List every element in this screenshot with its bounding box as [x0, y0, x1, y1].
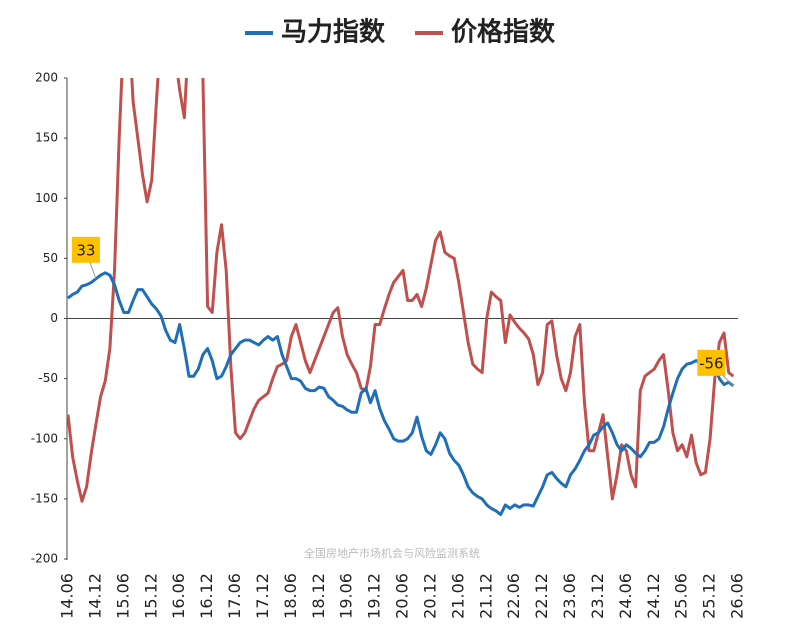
series-line [66, 78, 735, 503]
y-tick-label: -50 [38, 371, 58, 385]
label-box [697, 349, 726, 376]
x-tick-label: 22.06 [504, 573, 523, 619]
x-tick-label: 19.12 [365, 573, 384, 619]
x-tick-label: 21.12 [476, 573, 495, 619]
legend-label: 马力指数 [281, 18, 386, 48]
data-label: -56 [699, 354, 724, 372]
y-tick-label: 50 [43, 251, 58, 265]
x-tick-label: 23.12 [588, 573, 607, 619]
x-tick-label: 16.06 [169, 573, 188, 619]
x-tick-label: 26.06 [728, 573, 747, 619]
x-tick-label: 18.06 [281, 573, 300, 619]
x-tick-label: 17.06 [225, 573, 244, 619]
y-tick-label: 150 [35, 131, 58, 145]
legend-label: 价格指数 [451, 17, 556, 48]
x-tick-label: 22.12 [532, 573, 551, 619]
watermark: 全国房地产市场机会与风险监测系统 [304, 546, 480, 560]
x-tick-label: 15.12 [141, 573, 160, 619]
label-box [71, 236, 100, 263]
x-tick-label: 16.12 [197, 573, 216, 619]
x-tick-label: 14.06 [58, 573, 77, 619]
x-tick-label: 20.12 [420, 573, 439, 619]
x-tick-label: 25.12 [700, 573, 719, 619]
y-tick-label: -200 [31, 552, 58, 566]
x-tick-label: 19.06 [337, 573, 356, 619]
x-tick-label: 15.06 [113, 573, 132, 619]
x-tick-label: 23.06 [560, 573, 579, 619]
x-tick-label: 17.12 [253, 573, 272, 619]
y-tick-label: 200 [35, 71, 58, 85]
x-tick-label: 25.06 [672, 573, 691, 619]
x-tick-label: 21.06 [448, 573, 467, 619]
y-tick-label: 100 [35, 191, 58, 205]
y-tick-label: 0 [50, 311, 58, 325]
y-tick-label: -150 [31, 491, 58, 505]
y-tick-label: -100 [31, 431, 58, 445]
x-tick-label: 24.06 [616, 573, 635, 619]
x-tick-label: 24.12 [644, 573, 663, 619]
data-label: 33 [76, 241, 95, 259]
series-line [67, 271, 735, 517]
x-tick-label: 14.12 [85, 573, 104, 619]
plot-area [66, 78, 735, 517]
x-tick-label: 18.12 [309, 573, 328, 619]
x-tick-label: 20.06 [393, 573, 412, 619]
